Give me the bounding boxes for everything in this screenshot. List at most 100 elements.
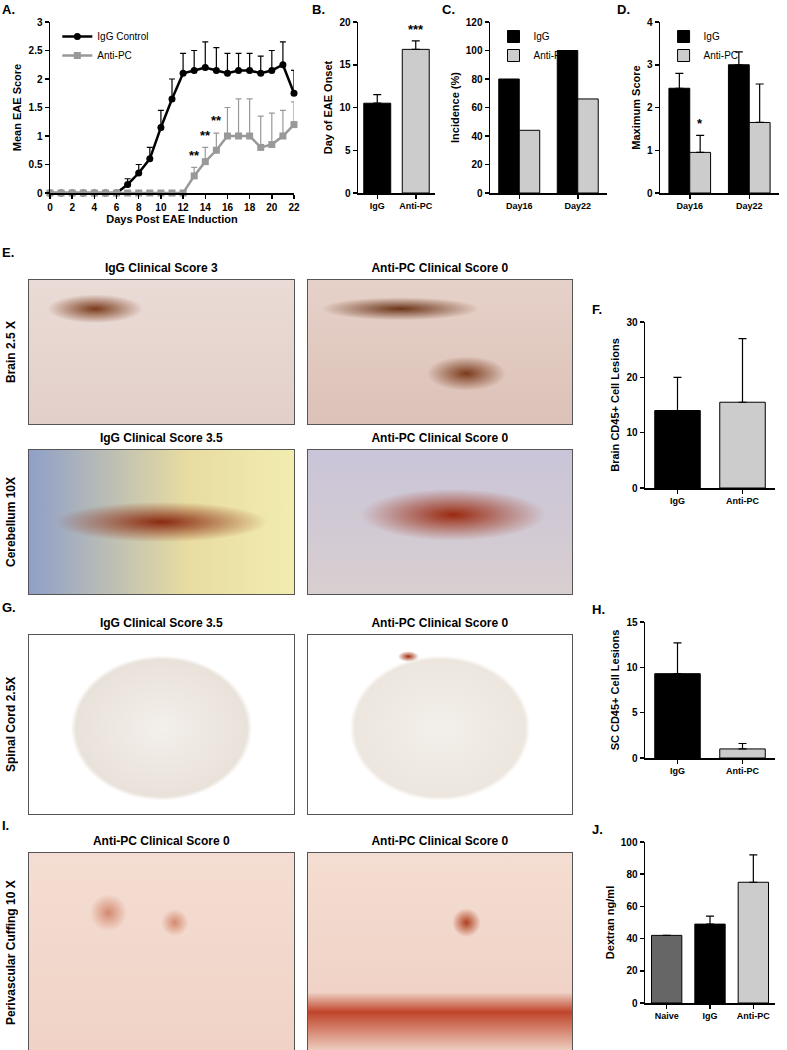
- svg-text:IgG: IgG: [703, 1011, 718, 1021]
- svg-text:15: 15: [626, 617, 638, 628]
- svg-text:4: 4: [647, 17, 653, 28]
- svg-text:2: 2: [69, 202, 75, 213]
- svg-text:20: 20: [266, 202, 278, 213]
- svg-text:3: 3: [647, 59, 653, 70]
- svg-text:40: 40: [626, 933, 638, 944]
- svg-text:Mean EAE Score: Mean EAE Score: [11, 64, 23, 151]
- svg-text:20: 20: [626, 965, 638, 976]
- svg-text:**: **: [211, 113, 222, 128]
- svg-text:**: **: [200, 128, 211, 143]
- svg-text:10: 10: [626, 662, 638, 673]
- svg-text:IgG: IgG: [670, 766, 685, 776]
- svg-text:Day of EAE Onset: Day of EAE Onset: [322, 60, 334, 154]
- html-text:C.: C.: [442, 2, 455, 17]
- svg-text:1.5: 1.5: [29, 102, 43, 113]
- html-text:Anti-PC Clinical Score 0: Anti-PC Clinical Score 0: [371, 431, 509, 445]
- svg-text:10: 10: [155, 202, 167, 213]
- svg-text:Day16: Day16: [506, 201, 533, 211]
- html-text:G.: G.: [2, 600, 16, 615]
- svg-text:120: 120: [466, 17, 483, 28]
- html-text:A.: A.: [2, 2, 15, 17]
- html-text:Anti-PC Clinical Score 0: Anti-PC Clinical Score 0: [92, 834, 230, 848]
- svg-text:Anti-PC: Anti-PC: [97, 50, 131, 61]
- svg-text:Anti-PC: Anti-PC: [399, 201, 432, 211]
- svg-text:20: 20: [339, 17, 351, 28]
- svg-text:60: 60: [471, 102, 483, 113]
- svg-text:IgG: IgG: [370, 201, 385, 211]
- svg-text:Anti-PC: Anti-PC: [737, 1011, 770, 1021]
- svg-text:12: 12: [178, 202, 190, 213]
- svg-text:***: ***: [408, 22, 424, 37]
- svg-text:22: 22: [288, 202, 300, 213]
- html-text:Anti-PC Clinical Score 0: Anti-PC Clinical Score 0: [371, 834, 509, 848]
- svg-text:Anti-PC: Anti-PC: [726, 766, 759, 776]
- svg-text:2: 2: [37, 74, 43, 85]
- svg-text:0: 0: [47, 202, 53, 213]
- svg-text:8: 8: [136, 202, 142, 213]
- svg-text:18: 18: [244, 202, 256, 213]
- svg-text:40: 40: [471, 131, 483, 142]
- svg-text:20: 20: [471, 159, 483, 170]
- svg-text:20: 20: [626, 372, 638, 383]
- svg-text:Days Post EAE Induction: Days Post EAE Induction: [106, 213, 238, 225]
- html-text:D.: D.: [617, 2, 630, 17]
- svg-text:Day16: Day16: [676, 201, 703, 211]
- svg-text:0: 0: [632, 753, 638, 764]
- svg-text:0: 0: [632, 483, 638, 494]
- svg-text:60: 60: [626, 901, 638, 912]
- svg-text:100: 100: [466, 45, 483, 56]
- svg-text:0.5: 0.5: [29, 159, 43, 170]
- svg-text:IgG: IgG: [670, 496, 685, 506]
- svg-text:10: 10: [339, 102, 351, 113]
- svg-text:6: 6: [114, 202, 120, 213]
- html-text:Cerebellum 10X: Cerebellum 10X: [4, 477, 18, 567]
- svg-text:IgG: IgG: [534, 31, 550, 42]
- svg-text:Brain CD45+ Cell Lesions: Brain CD45+ Cell Lesions: [609, 338, 621, 472]
- html-text:Perivascular Cuffing 10 X: Perivascular Cuffing 10 X: [4, 880, 18, 1025]
- svg-text:**: **: [189, 148, 200, 163]
- svg-text:14: 14: [200, 202, 212, 213]
- svg-text:IgG Control: IgG Control: [97, 31, 148, 42]
- svg-text:Dextran ng/ml: Dextran ng/ml: [604, 886, 616, 959]
- html-text:Anti-PC Clinical Score 0: Anti-PC Clinical Score 0: [371, 616, 509, 630]
- svg-text:0: 0: [647, 188, 653, 199]
- html-text:IgG Clinical Score 3.5: IgG Clinical Score 3.5: [99, 431, 223, 445]
- svg-text:0: 0: [37, 188, 43, 199]
- svg-text:0: 0: [632, 998, 638, 1009]
- svg-text:0: 0: [477, 188, 483, 199]
- svg-text:Day22: Day22: [564, 201, 591, 211]
- svg-text:100: 100: [621, 837, 638, 848]
- svg-text:3: 3: [37, 17, 43, 28]
- svg-text:16: 16: [222, 202, 234, 213]
- svg-text:4: 4: [92, 202, 98, 213]
- svg-text:5: 5: [345, 145, 351, 156]
- svg-text:Naive: Naive: [655, 1011, 679, 1021]
- svg-text:0: 0: [345, 188, 351, 199]
- svg-text:30: 30: [626, 317, 638, 328]
- html-text:Spinal Cord 2.5X: Spinal Cord 2.5X: [4, 676, 18, 773]
- svg-text:Anti-PC: Anti-PC: [726, 496, 759, 506]
- svg-text:1: 1: [37, 131, 43, 142]
- svg-text:5: 5: [632, 707, 638, 718]
- svg-text:SC CD45+ Cell Lesions: SC CD45+ Cell Lesions: [609, 630, 621, 751]
- svg-text:80: 80: [626, 869, 638, 880]
- svg-text:Maximum Score: Maximum Score: [630, 65, 642, 149]
- svg-text:IgG: IgG: [704, 31, 720, 42]
- html-text:B.: B.: [312, 2, 325, 17]
- svg-text:2: 2: [647, 102, 653, 113]
- svg-text:15: 15: [339, 59, 351, 70]
- svg-text:Incidence (%): Incidence (%): [449, 72, 461, 143]
- svg-text:Anti-PC: Anti-PC: [704, 50, 738, 61]
- svg-text:10: 10: [626, 427, 638, 438]
- svg-text:80: 80: [471, 74, 483, 85]
- svg-text:Anti-PC: Anti-PC: [534, 50, 568, 61]
- html-text:Anti-PC Clinical Score 0: Anti-PC Clinical Score 0: [371, 261, 509, 275]
- html-text:IgG Clinical Score 3.5: IgG Clinical Score 3.5: [99, 616, 223, 630]
- svg-text:1: 1: [647, 145, 653, 156]
- svg-text:2.5: 2.5: [29, 45, 43, 56]
- svg-text:Day22: Day22: [736, 201, 763, 211]
- svg-text:*: *: [697, 116, 703, 131]
- html-text:Brain 2.5 X: Brain 2.5 X: [4, 321, 18, 383]
- html-text:IgG Clinical Score 3: IgG Clinical Score 3: [104, 261, 218, 275]
- html-text:H.: H.: [592, 602, 605, 617]
